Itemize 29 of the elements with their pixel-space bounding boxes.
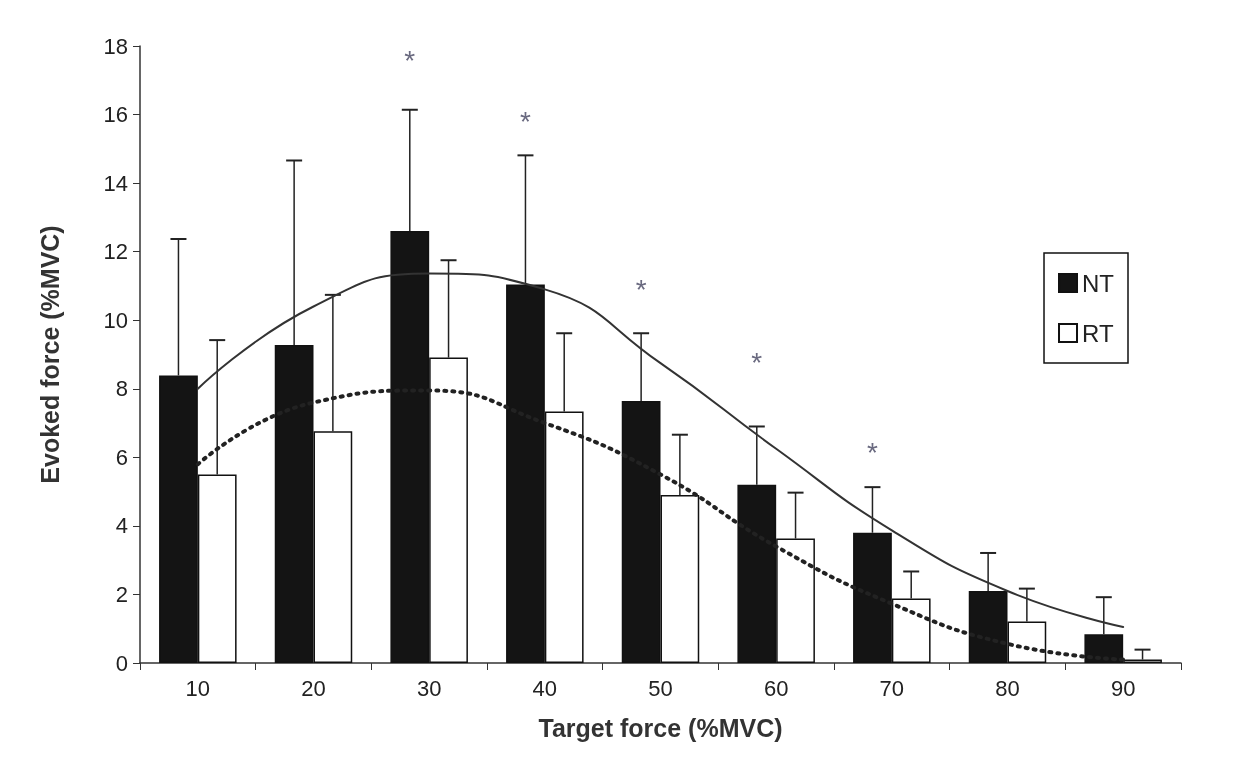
y-tick-label: 12 — [103, 239, 128, 265]
legend-label: NT — [1082, 269, 1115, 297]
x-tick-label: 80 — [995, 675, 1020, 701]
y-axis-title: Evoked force (%MVC) — [35, 225, 64, 484]
x-tick-label: 30 — [416, 675, 442, 701]
y-tick-label: 8 — [115, 376, 128, 402]
x-axis-title: Target force (%MVC) — [538, 713, 783, 742]
legend-label: RT — [1082, 319, 1114, 347]
y-tick-label: 18 — [103, 33, 128, 59]
line-series — [196, 272, 1125, 629]
y-tick-label: 16 — [103, 102, 128, 128]
y-tick-label: 2 — [115, 581, 128, 607]
y-tick-label: 14 — [103, 170, 128, 196]
annotation: * — [867, 436, 879, 468]
x-tick-label: 70 — [879, 675, 905, 701]
x-tick-label: 20 — [301, 675, 326, 701]
annotation: * — [404, 44, 416, 76]
y-tick-label: 4 — [115, 513, 128, 539]
annotation: * — [751, 346, 763, 378]
annotation: * — [635, 273, 647, 305]
y-tick-label: 0 — [115, 650, 128, 676]
x-tick-label: 40 — [532, 675, 558, 701]
x-tick-label: 10 — [185, 675, 211, 701]
x-tick-label: 90 — [1110, 675, 1136, 701]
x-tick-label: 60 — [763, 675, 789, 701]
y-tick-label: 10 — [103, 307, 128, 333]
annotation: * — [520, 105, 532, 137]
x-tick-label: 50 — [648, 675, 673, 701]
y-tick-label: 6 — [115, 444, 128, 470]
